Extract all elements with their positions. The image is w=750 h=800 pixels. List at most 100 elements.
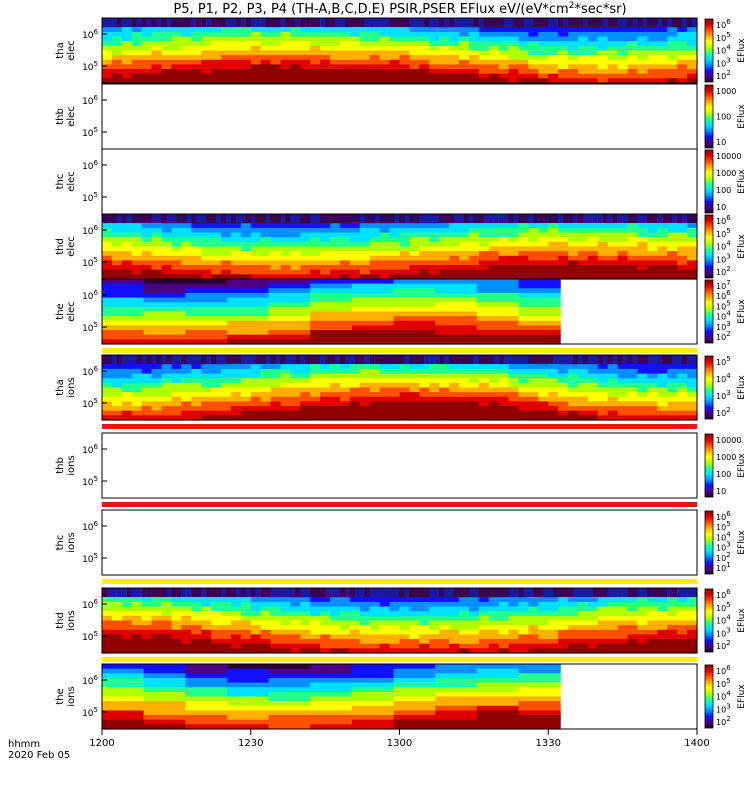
y-tick-label: 106: [82, 520, 98, 533]
colorbar-label: EFlux: [737, 453, 747, 478]
colorbar: [704, 84, 714, 149]
colorbar-tick-label: 104: [716, 240, 731, 252]
colorbar-label: EFlux: [737, 104, 747, 129]
panel-label: thaions: [55, 377, 77, 397]
panel-frame: [101, 587, 698, 654]
colorbar-tick-label: 103: [716, 252, 731, 264]
colorbar: [704, 588, 714, 653]
colorbar-label: EFlux: [737, 684, 747, 709]
colorbar-label: EFlux: [737, 608, 747, 633]
colorbar-tick-label: 10: [716, 487, 726, 496]
colorbar-tick-label: 102: [716, 639, 731, 651]
noise-band: [102, 355, 697, 364]
y-tick-label: 105: [82, 321, 98, 334]
status-bar: [102, 348, 697, 353]
panel-thc-elec: 106 105 thcelec 10000 1000 100 10 EFlux: [55, 148, 747, 215]
colorbar-tick-label: 105: [716, 299, 731, 311]
noise-band: [102, 18, 697, 27]
colorbar-label: EFlux: [737, 299, 747, 324]
y-tick-label: 106: [82, 598, 98, 611]
colorbar-tick-label: 105: [716, 31, 731, 43]
y-tick-label: 106: [82, 224, 98, 237]
panel-label: theelec: [55, 301, 77, 322]
y-tick-label: 106: [82, 94, 98, 107]
colorbar-tick-label: 106: [716, 664, 731, 676]
x-tick-label: 1400: [684, 738, 709, 749]
colorbar: [704, 18, 714, 83]
colorbar-tick-label: 10: [716, 203, 726, 212]
status-bar: [102, 657, 697, 662]
time-unit-label: hhmm: [8, 739, 40, 750]
colorbar-tick-label: 102: [716, 265, 731, 277]
colorbar-tick-label: 103: [716, 626, 731, 638]
panel-label: thdions: [55, 610, 77, 630]
status-bar: [102, 502, 697, 507]
colorbar-tick-label: 103: [716, 702, 731, 714]
panel-label: thdelec: [55, 236, 77, 257]
colorbar: [704, 664, 714, 729]
y-tick-label: 106: [82, 365, 98, 378]
y-tick-label: 105: [82, 706, 98, 719]
spectrogram: [102, 18, 698, 84]
colorbar-tick-label: 100: [716, 186, 731, 195]
colorbar-tick-label: 104: [716, 310, 731, 322]
colorbar-tick-label: 102: [716, 69, 731, 81]
panel-label: thbions: [55, 455, 77, 475]
colorbar-tick-label: 1000: [716, 87, 736, 96]
colorbar-tick-label: 106: [716, 214, 731, 226]
colorbar-label: EFlux: [737, 38, 747, 63]
colorbar: [704, 214, 714, 279]
y-tick-label: 105: [82, 475, 98, 488]
panel-thb-ions: 106 105 thbions 10000 1000 100 10 EFlux: [55, 432, 747, 499]
panel-frame: [101, 148, 698, 215]
colorbar-tick-label: 10000: [716, 152, 741, 161]
colorbar-tick-label: 106: [716, 289, 731, 301]
date-label: 2020 Feb 05: [8, 750, 70, 761]
y-tick-label: 105: [82, 126, 98, 139]
y-tick-label: 105: [82, 256, 98, 269]
y-tick-label: 105: [82, 397, 98, 410]
y-tick-label: 105: [82, 60, 98, 73]
colorbar-tick-label: 100: [716, 470, 731, 479]
status-bar: [102, 424, 697, 429]
y-tick-label: 105: [82, 552, 98, 565]
colorbar-label: EFlux: [737, 234, 747, 259]
panel-label: thcions: [55, 532, 77, 552]
colorbar-tick-label: 104: [716, 530, 731, 542]
colorbar-tick-label: 102: [716, 406, 731, 418]
colorbar-tick-label: 102: [716, 330, 731, 342]
x-tick-label: 1200: [89, 738, 114, 749]
noise-band: [102, 588, 697, 597]
colorbar-tick-label: 102: [716, 551, 731, 563]
colorbar-tick-label: 103: [716, 56, 731, 68]
panel-stack: 106105thaelec106105104103102EFlux106105t…: [55, 17, 747, 730]
y-tick-label: 106: [82, 28, 98, 41]
y-tick-label: 105: [82, 630, 98, 643]
y-tick-label: 106: [82, 674, 98, 687]
colorbar-tick-label: 1000: [716, 453, 736, 462]
colorbar-tick-label: 105: [716, 355, 731, 367]
spectrogram: [102, 588, 698, 654]
colorbar-tick-label: 103: [716, 320, 731, 332]
panel-frame: [101, 509, 698, 576]
y-tick-label: 106: [82, 443, 98, 456]
colorbar-tick-label: 1000: [716, 169, 736, 178]
panel-thb-elec: 106 105 thbelec 1000 100 10 EFlux: [55, 83, 747, 150]
panel-label: theions: [55, 686, 77, 706]
x-tick-label: 1300: [387, 738, 412, 749]
colorbar-tick-label: 104: [716, 44, 731, 56]
panel-label: thcelec: [55, 171, 77, 192]
panel-label: thbelec: [55, 106, 77, 127]
spectrogram: [102, 214, 698, 280]
colorbar-label: EFlux: [737, 530, 747, 555]
x-tick-label: 1230: [238, 738, 263, 749]
noise-band: [102, 214, 697, 223]
colorbar-tick-label: 105: [716, 601, 731, 613]
